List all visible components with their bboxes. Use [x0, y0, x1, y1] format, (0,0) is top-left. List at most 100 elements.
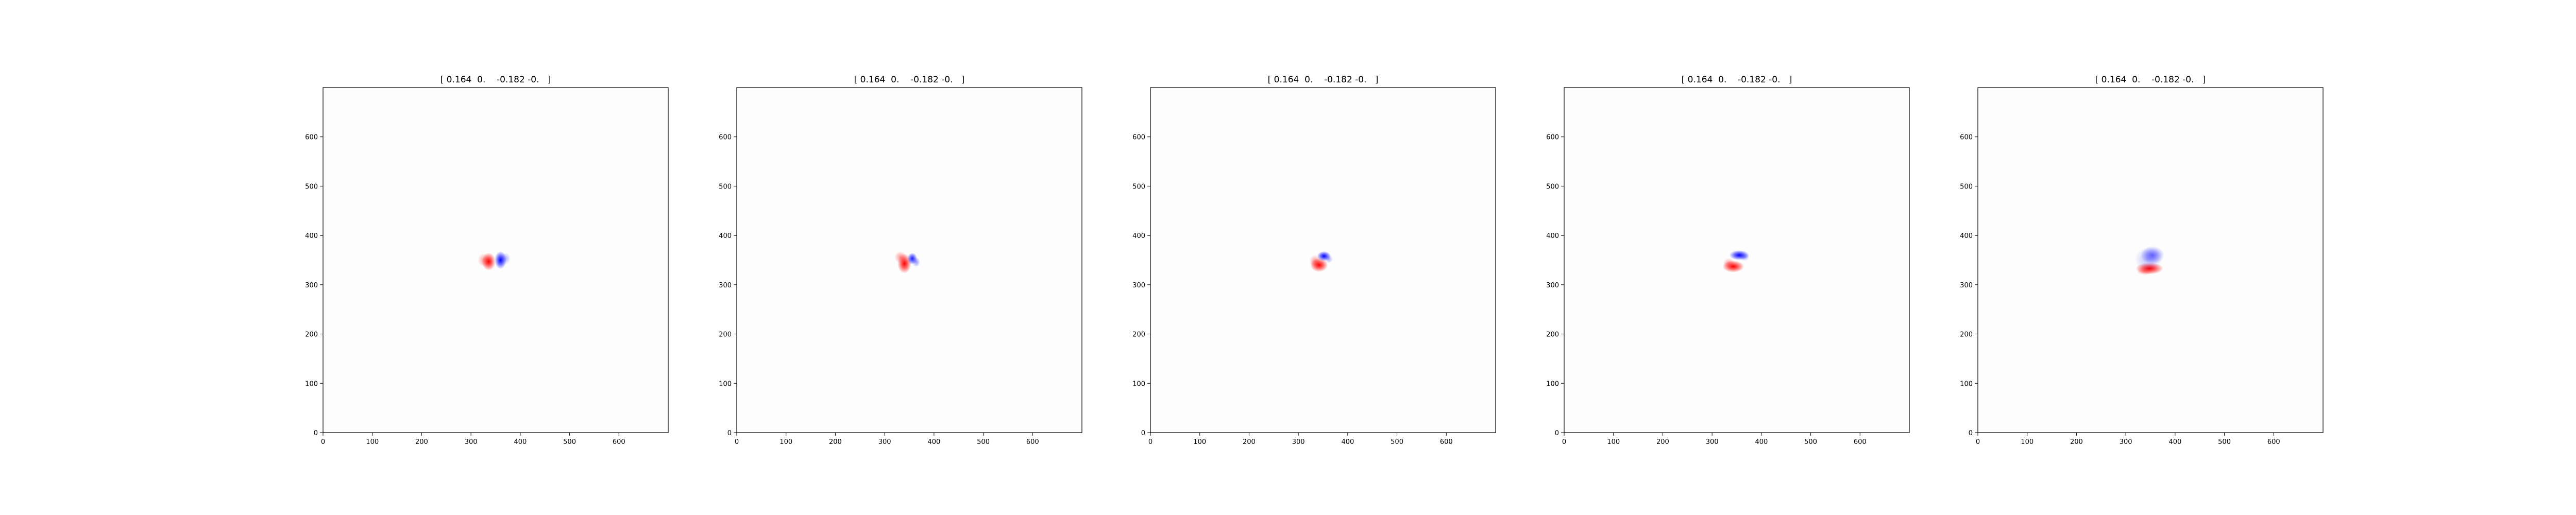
y-tick-label: 100 [1960, 380, 1973, 388]
y-tick-label: 0 [1141, 430, 1145, 437]
x-tick-label: 100 [366, 438, 379, 446]
x-tick-label: 400 [1755, 438, 1768, 446]
heatmap-image [478, 251, 511, 271]
x-tick-label: 0 [1148, 438, 1153, 446]
x-tick-label: 100 [1607, 438, 1620, 446]
x-tick-label: 100 [2021, 438, 2033, 446]
heatmap-blob [500, 252, 511, 265]
heatmap-image [1722, 250, 1750, 272]
x-tick-label: 600 [1854, 438, 1867, 446]
x-tick-label: 200 [829, 438, 842, 446]
y-tick-label: 500 [1960, 183, 1973, 191]
x-tick-label: 400 [514, 438, 527, 446]
panel-1: 0 100 200 300 400 500 600 0 100 200 300 400 500 600 [ … [305, 75, 669, 446]
x-tick-label: 300 [2120, 438, 2132, 446]
axes-frame [1564, 87, 1910, 433]
axes-frame [1977, 87, 2324, 433]
y-tick-label: 0 [727, 430, 732, 437]
panel-2: 0 100 200 300 400 500 600 0 100 200 300 400 500 600 [ … [719, 75, 1082, 446]
y-tick-label: 500 [305, 183, 318, 191]
x-tick-label: 300 [878, 438, 891, 446]
y-tick-label: 400 [719, 232, 732, 240]
y-tick-label: 400 [1960, 232, 1973, 240]
x-tick-label: 0 [321, 438, 325, 446]
y-tick-label: 0 [1555, 430, 1559, 437]
panel-title: [ 0.164 0. -0.182 -0. ] [1682, 75, 1792, 85]
y-tick-label: 300 [1546, 282, 1559, 289]
x-tick-label: 400 [1341, 438, 1354, 446]
y-tick-label: 200 [719, 331, 732, 339]
y-tick-label: 400 [305, 232, 318, 240]
x-tick-label: 400 [2168, 438, 2181, 446]
y-tick-label: 600 [1960, 134, 1973, 142]
panel-title: [ 0.164 0. -0.182 -0. ] [440, 75, 551, 85]
heatmap-blob [478, 253, 490, 267]
y-tick-label: 500 [719, 183, 732, 191]
heatmap-blob [912, 257, 921, 267]
axes-frame [323, 87, 669, 433]
image-background [1564, 88, 1909, 433]
x-tick-label: 200 [415, 438, 428, 446]
y-tick-label: 300 [1960, 282, 1973, 289]
heatmap-image [2134, 246, 2164, 276]
y-tick-label: 0 [1969, 430, 1973, 437]
y-tick-label: 200 [1546, 331, 1559, 339]
x-tick-label: 0 [735, 438, 739, 446]
x-tick-label: 0 [1976, 438, 1980, 446]
y-tick-label: 600 [305, 134, 318, 142]
y-tick-label: 400 [1546, 232, 1559, 240]
x-tick-label: 100 [779, 438, 792, 446]
x-tick-label: 600 [2267, 438, 2280, 446]
x-tick-label: 200 [1243, 438, 1256, 446]
y-tick-label: 200 [1960, 331, 1973, 339]
panel-3: 0 100 200 300 400 500 600 0 100 200 300 400 500 600 [ … [1132, 75, 1496, 446]
heatmap-blob [894, 251, 907, 263]
x-tick-label: 300 [1706, 438, 1719, 446]
x-tick-label: 500 [977, 438, 990, 446]
x-tick-label: 200 [1656, 438, 1669, 446]
x-tick-label: 100 [1193, 438, 1206, 446]
heatmap-blob [2134, 247, 2162, 271]
panel-title: [ 0.164 0. -0.182 -0. ] [1268, 75, 1379, 85]
x-tick-label: 300 [1292, 438, 1305, 446]
y-tick-label: 600 [719, 134, 732, 142]
heatmap-image [894, 251, 921, 273]
y-tick-label: 100 [1132, 380, 1145, 388]
x-tick-label: 400 [927, 438, 940, 446]
x-tick-label: 600 [1026, 438, 1039, 446]
panel-4: 0 100 200 300 400 500 600 0 100 200 300 400 500 600 [ … [1546, 75, 1910, 446]
panel-title: [ 0.164 0. -0.182 -0. ] [854, 75, 965, 85]
panel-5: 0 100 200 300 400 500 600 0 100 200 300 400 500 600 [ … [1960, 75, 2324, 446]
x-tick-label: 600 [1440, 438, 1453, 446]
x-tick-label: 500 [2218, 438, 2231, 446]
y-tick-label: 100 [1546, 380, 1559, 388]
y-tick-label: 500 [1132, 183, 1145, 191]
y-tick-label: 300 [719, 282, 732, 289]
x-tick-label: 500 [563, 438, 576, 446]
y-tick-label: 200 [1132, 331, 1145, 339]
y-tick-label: 600 [1546, 134, 1559, 142]
y-tick-label: 300 [1132, 282, 1145, 289]
x-tick-label: 200 [2070, 438, 2083, 446]
y-tick-label: 500 [1546, 183, 1559, 191]
x-tick-label: 500 [1391, 438, 1403, 446]
x-tick-label: 0 [1562, 438, 1566, 446]
heatmap-image [1309, 251, 1333, 272]
heatmap-blob [1325, 255, 1333, 263]
y-tick-label: 300 [305, 282, 318, 289]
y-tick-label: 100 [305, 380, 318, 388]
axes-frame [736, 87, 1082, 433]
x-tick-label: 600 [613, 438, 625, 446]
y-tick-label: 0 [314, 430, 318, 437]
y-tick-label: 600 [1132, 134, 1145, 142]
axes-frame [1150, 87, 1496, 433]
y-tick-label: 200 [305, 331, 318, 339]
x-tick-label: 500 [1804, 438, 1817, 446]
heatmap-blob [1739, 253, 1750, 261]
x-tick-label: 300 [465, 438, 478, 446]
y-tick-label: 400 [1132, 232, 1145, 240]
panel-title: [ 0.164 0. -0.182 -0. ] [2095, 75, 2206, 85]
heatmap-blob [1723, 258, 1735, 268]
y-tick-label: 100 [719, 380, 732, 388]
